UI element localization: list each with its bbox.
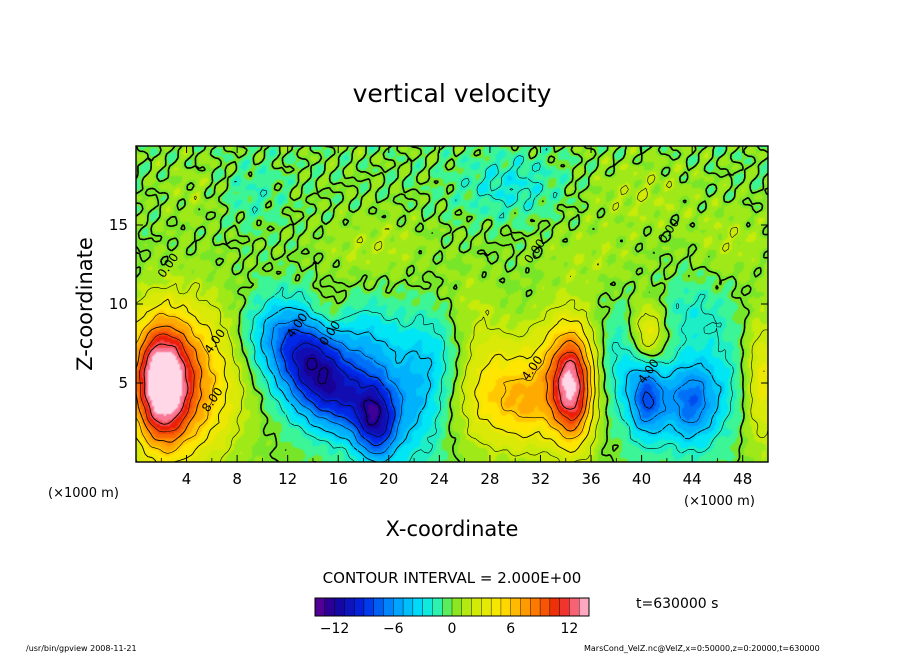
y-tick-label: 15: [109, 216, 128, 234]
colorbar-tick-label: −12: [320, 621, 350, 637]
x-tick-label: 24: [430, 470, 449, 488]
colorbar-cell: [334, 597, 345, 617]
y-axis-label: Z-coordinate: [73, 237, 97, 371]
colorbar-cell: [324, 597, 336, 617]
colorbar-cell: [461, 597, 473, 617]
x-tick-label: 44: [683, 470, 702, 488]
colorbar-cell: [549, 597, 561, 617]
footer-right: MarsCond_VelZ.nc@VelZ,x=0:50000,z=0:2000…: [584, 644, 820, 653]
colorbar-cell: [383, 597, 394, 617]
contour-level-m10: [292, 342, 389, 437]
contour-interval-text: CONTOUR INTERVAL = 2.000E+00: [323, 569, 582, 587]
contour-level-m4: [260, 306, 722, 463]
colorbar-cell: [393, 597, 404, 617]
x-tick-label: 4: [182, 470, 192, 488]
y-tick-label: 5: [118, 374, 128, 392]
footer-left: /usr/bin/gpview 2008-11-21: [26, 644, 137, 653]
colorbar-cell: [569, 597, 580, 617]
colorbar-cell: [353, 597, 365, 617]
contour-level-m8: [280, 328, 655, 447]
x-unit-left: (×1000 m): [48, 486, 119, 501]
colorbar-cell: [402, 597, 414, 617]
colorbar-cell: [412, 597, 424, 617]
time-label: t=630000 s: [636, 596, 718, 612]
x-unit-right: (×1000 m): [684, 494, 755, 509]
contour-level-12: [143, 343, 581, 425]
colorbar-cell: [539, 597, 551, 617]
colorbar-cell: [579, 597, 590, 617]
chart-title: vertical velocity: [353, 79, 552, 108]
x-tick-label: 32: [531, 470, 550, 488]
colorbar-cell: [363, 597, 375, 617]
heatmap-field: 4.008.004.00 0.004.00 4.000.000.000.00: [135, 145, 769, 463]
x-tick-label: 20: [379, 470, 398, 488]
contour-level-0: [135, 145, 769, 463]
x-axis-ticks: 4 8 12 16 20 24 28 32 36 40 44 48: [160, 146, 752, 488]
contour-level-m12: [306, 357, 381, 426]
colorbar-tick-label: −6: [383, 621, 404, 637]
y-axis-ticks: 5 10 15: [109, 216, 768, 392]
colorbar-cell: [471, 597, 482, 617]
colorbar-ticks: −12 −6 0 6 12: [320, 621, 579, 637]
colorbar-tick-label: 6: [506, 621, 515, 637]
contour-lines: [135, 145, 769, 463]
colorbar-cell: [442, 597, 453, 617]
colorbar-cell: [510, 597, 522, 617]
x-tick-label: 48: [733, 470, 752, 488]
colorbar-cell: [373, 597, 385, 617]
colorbar-cell: [432, 597, 443, 617]
contour-level-10: [139, 333, 585, 433]
colorbar-cell: [500, 597, 512, 617]
colorbar-cell: [314, 597, 326, 617]
x-axis-label: X-coordinate: [386, 517, 519, 541]
x-tick-label: 40: [632, 470, 651, 488]
colorbar-cell: [451, 597, 463, 617]
contour-level-6: [135, 312, 592, 454]
colorbar-tick-label: 0: [448, 621, 457, 637]
colorbar-cell: [490, 597, 502, 617]
x-tick-label: 16: [329, 470, 348, 488]
colorbar-cell: [481, 597, 492, 617]
colorbar-cell: [344, 597, 355, 617]
x-tick-label: 8: [232, 470, 242, 488]
x-tick-label: 12: [278, 470, 297, 488]
contour-level-m6: [271, 318, 706, 455]
colorbar-cell: [559, 597, 570, 617]
colorbar-frame: [314, 597, 590, 617]
colorbar-cell: [530, 597, 541, 617]
x-tick-label: 28: [480, 470, 499, 488]
colorbar: [314, 597, 590, 617]
x-tick-label: 36: [581, 470, 600, 488]
colorbar-cell: [422, 597, 433, 617]
colorbar-tick-label: 12: [561, 621, 579, 637]
contour-level-2: [135, 174, 769, 463]
contour-level-m2: [234, 147, 734, 463]
colorbar-cell: [520, 597, 531, 617]
y-tick-label: 10: [109, 295, 128, 313]
